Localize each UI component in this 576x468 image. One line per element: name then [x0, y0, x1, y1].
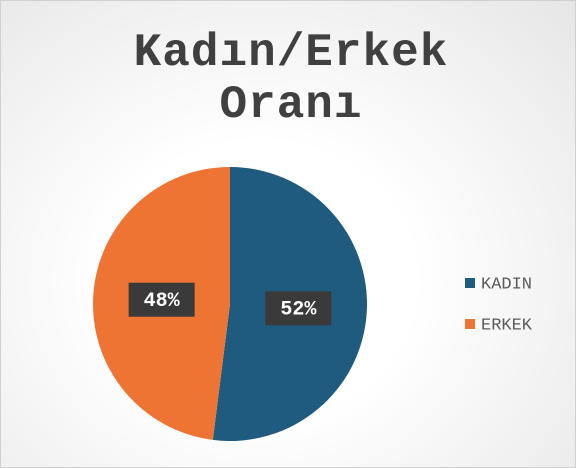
data-label: 48%: [144, 290, 181, 313]
data-label-box: [265, 291, 332, 326]
legend-label: ERKEK: [481, 316, 533, 335]
data-label-box: [128, 282, 195, 317]
legend-swatch: [465, 278, 475, 288]
data-label: 52%: [280, 299, 317, 322]
chart-title: Kadın/Erkek Oranı: [133, 27, 449, 131]
legend-label: KADIN: [481, 275, 532, 294]
legend-swatch: [465, 319, 475, 329]
